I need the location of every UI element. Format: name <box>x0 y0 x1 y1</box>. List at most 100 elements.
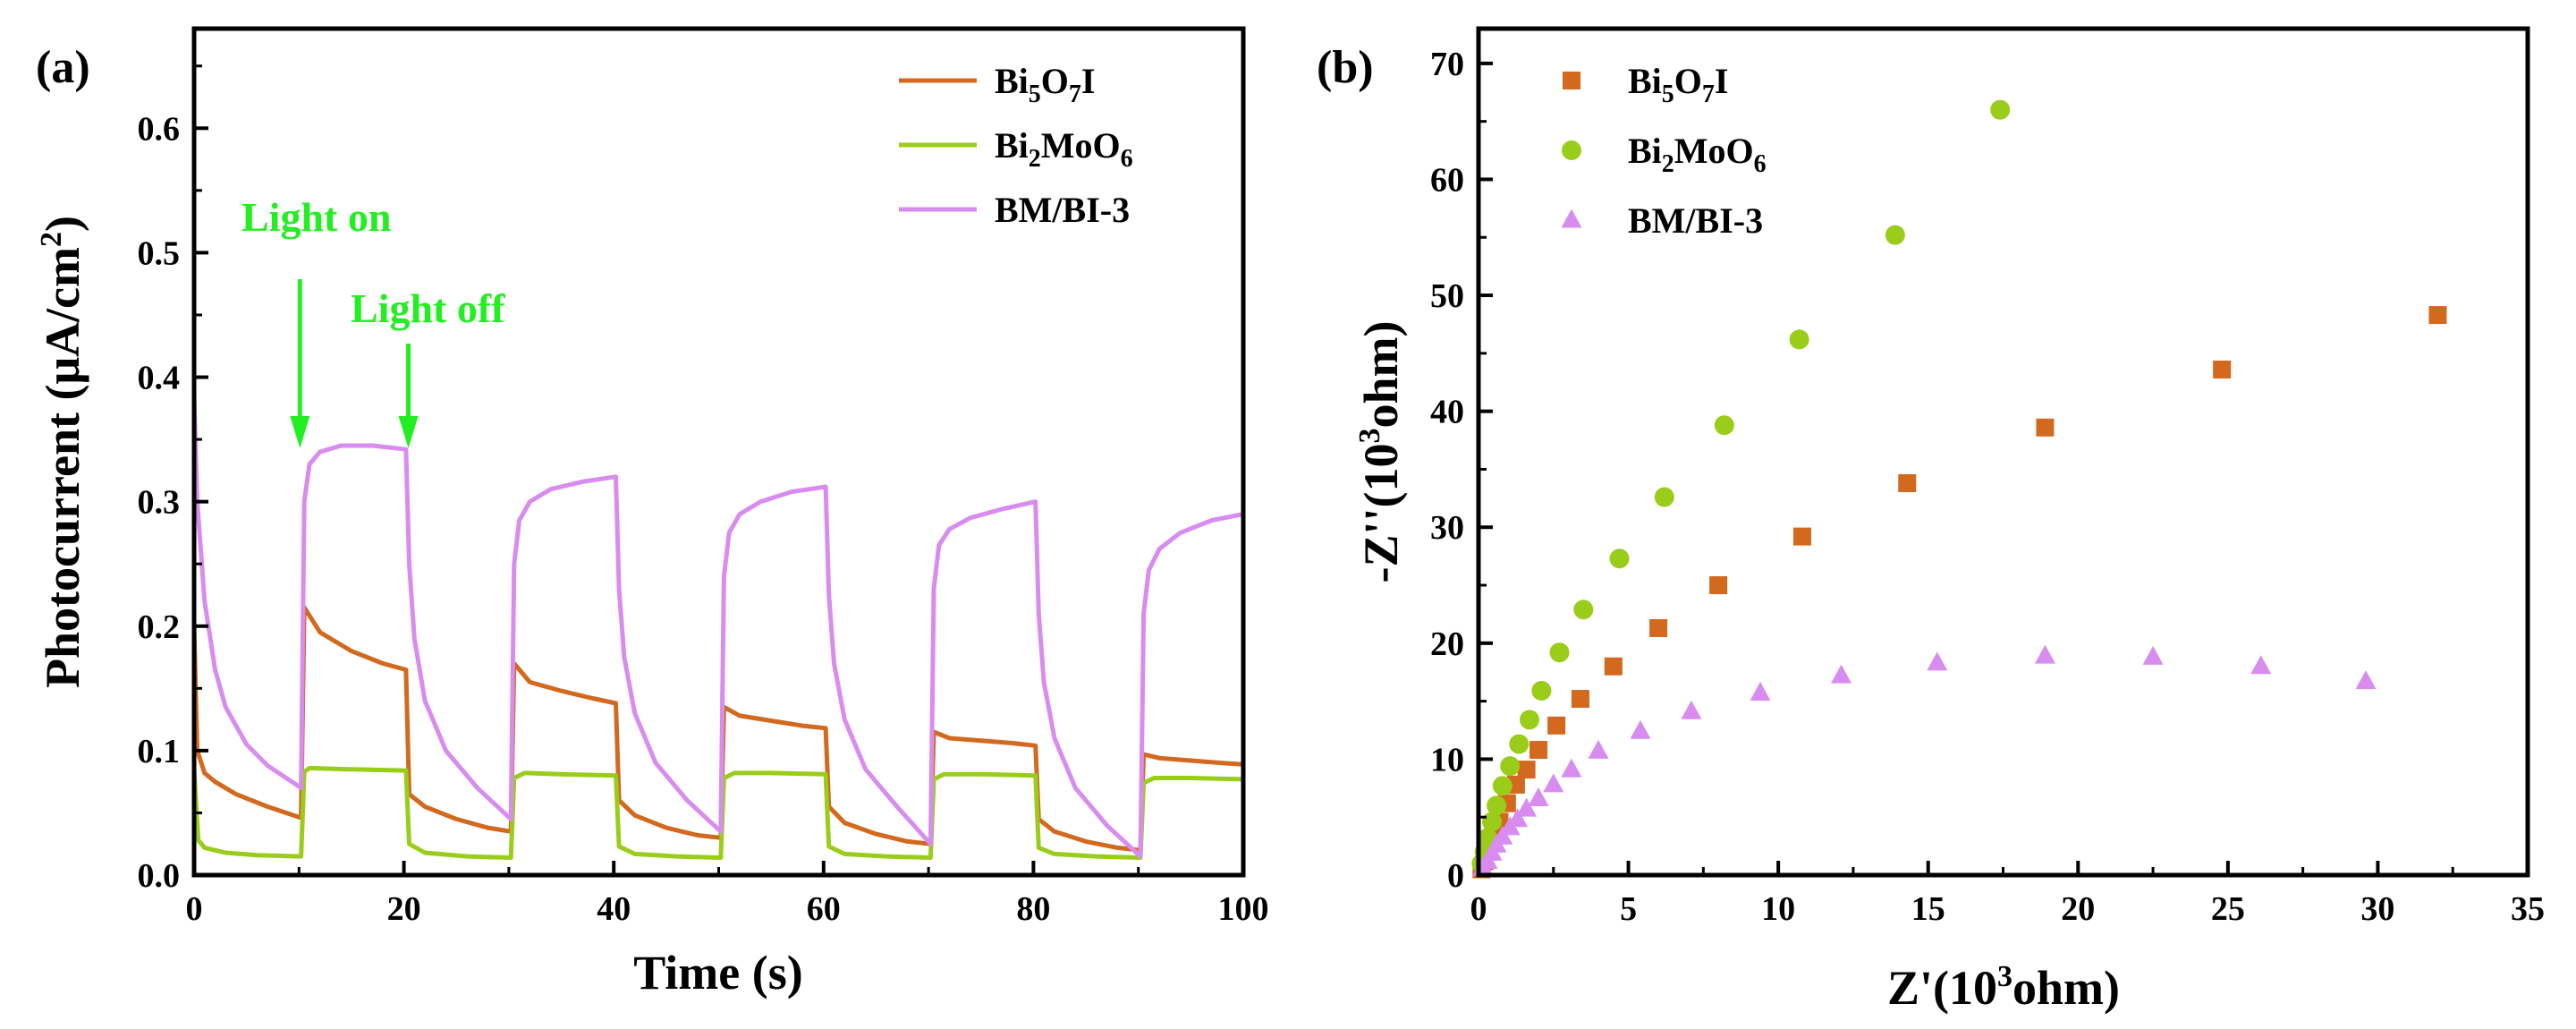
point-bm-bi-3 <box>1927 651 1948 671</box>
panel-b-series-markers <box>1471 99 2447 879</box>
panel-a-y-axis-title: Photocurrent (μA/cm2) <box>35 216 89 688</box>
point-bi5o7i <box>2213 360 2232 378</box>
point-bm-bi-3 <box>2355 670 2377 690</box>
panel-a-series-lines <box>191 395 1244 860</box>
panel-a-label: (a) <box>36 42 90 93</box>
legend-label-bi5o7i: Bi5O7I <box>995 61 1096 108</box>
point-bi5o7i <box>1709 576 1728 595</box>
point-bi2moo6 <box>1509 734 1530 754</box>
panel-a-y-tick-label: 0.0 <box>138 857 181 895</box>
panel-b-y-tick-label: 40 <box>1430 394 1464 431</box>
panel-a-x-tick-label: 20 <box>387 890 421 928</box>
point-bm-bi-3 <box>2142 645 2164 665</box>
point-bi5o7i <box>1604 657 1623 676</box>
point-bm-bi-3 <box>1516 797 1538 817</box>
point-bi5o7i <box>1898 473 1917 492</box>
panel-a-y-tick-label: 0.3 <box>138 484 181 522</box>
panel-b-y-tick-label: 0 <box>1447 857 1464 895</box>
panel-b-legend: Bi5O7I Bi2MoO6 BM/BI-3 <box>1561 61 1767 241</box>
point-bi2moo6 <box>1573 600 1594 620</box>
panel-b-y-axis-title-tail: ohm) <box>1354 321 1408 429</box>
panel-b-y-tick-label: 60 <box>1430 161 1464 199</box>
point-bm-bi-3 <box>1561 758 1582 778</box>
panel-b-y-axis-title-sup: 3 <box>1353 429 1386 444</box>
point-bi2moo6 <box>1609 549 1630 569</box>
point-bm-bi-3 <box>1588 739 1609 759</box>
light-on-annotation: Light on <box>242 194 391 240</box>
point-bi2moo6 <box>1789 329 1809 350</box>
legend-marker-bi5o7i <box>1563 72 1580 89</box>
point-bi2moo6 <box>1519 710 1539 730</box>
point-bi2moo6 <box>1714 415 1734 436</box>
point-bi5o7i <box>1649 618 1668 637</box>
point-bi2moo6 <box>1654 487 1674 507</box>
panel-b-x-tick-label: 5 <box>1620 890 1637 928</box>
panel-a-x-tick-label: 0 <box>186 890 203 928</box>
panel-b-ticks: 0 5 10 15 20 25 30 35 0 10 20 30 40 50 60 70 <box>1430 46 2545 928</box>
point-bi5o7i <box>2036 418 2055 437</box>
panel-a-y-axis-title-close: ) <box>36 216 89 232</box>
point-bi5o7i <box>1530 741 1548 760</box>
point-bm-bi-3 <box>2034 644 2055 664</box>
point-bi2moo6 <box>1990 99 2011 120</box>
panel-b-x-tick-label: 35 <box>2511 890 2545 928</box>
legend-label-bm-bi-3: BM/BI-3 <box>995 190 1130 230</box>
point-bm-bi-3 <box>1543 773 1564 793</box>
panel-a-x-axis-title: Time (s) <box>633 946 802 999</box>
point-bi2moo6 <box>1482 812 1503 832</box>
panel-a-ticks: 0 20 40 60 80 100 0.0 0.1 0.2 0.3 0.4 0.5 0.6 <box>138 64 1269 928</box>
panel-b-y-tick-label: 30 <box>1430 509 1464 547</box>
panel-b-x-axis-title-tail: ohm) <box>2012 961 2120 1015</box>
panel-b-x-tick-label: 15 <box>1911 890 1945 928</box>
legend-label-bi2moo6: Bi2MoO6 <box>995 125 1133 173</box>
panel-a-x-tick-label: 100 <box>1218 890 1269 928</box>
point-bm-bi-3 <box>1750 682 1771 702</box>
panel-b-y-axis-title: -Z''(103ohm) <box>1353 321 1408 583</box>
panel-a-y-tick-label: 0.5 <box>138 234 181 272</box>
point-bm-bi-3 <box>1681 700 1702 719</box>
point-bi5o7i <box>1792 527 1811 546</box>
panel-b-x-tick-label: 0 <box>1470 890 1487 928</box>
light-on-arrow-head <box>290 416 310 448</box>
panel-a-x-tick-label: 60 <box>807 890 841 928</box>
panel-b-x-axis-title: Z'(103ohm) <box>1887 960 2120 1015</box>
point-bi2moo6 <box>1531 680 1552 701</box>
point-bi2moo6 <box>1487 795 1507 816</box>
panel-a-y-tick-label: 0.6 <box>138 110 181 148</box>
point-bi5o7i <box>2428 306 2447 325</box>
panel-b-y-tick-label: 20 <box>1430 625 1464 663</box>
panel-b-y-tick-label: 70 <box>1430 46 1464 83</box>
panel-a-y-axis-title-main: Photocurrent (μA/cm <box>36 247 89 688</box>
point-bm-bi-3 <box>1831 664 1852 684</box>
point-bi5o7i <box>1571 690 1589 709</box>
point-bm-bi-3 <box>2250 655 2272 675</box>
panel-a-x-tick-label: 40 <box>597 890 631 928</box>
point-bm-bi-3 <box>1630 719 1651 739</box>
panel-b-y-tick-label: 50 <box>1430 277 1464 315</box>
point-bm-bi-3 <box>1528 787 1549 806</box>
series-line-bi5o7i <box>191 605 1244 853</box>
panel-b-label: (b) <box>1317 42 1374 93</box>
panel-a-y-tick-label: 0.1 <box>138 733 181 770</box>
point-bm-bi-3 <box>1507 808 1529 828</box>
point-bi2moo6 <box>1549 642 1570 663</box>
panel-b-x-axis-title-sup: 3 <box>1997 960 2012 993</box>
panel-b-y-tick-label: 10 <box>1430 741 1464 778</box>
panel-a-x-tick-label: 80 <box>1016 890 1050 928</box>
light-off-arrow-head <box>398 416 419 448</box>
panel-b-x-tick-label: 30 <box>2360 890 2394 928</box>
panel-b-x-tick-label: 10 <box>1761 890 1795 928</box>
legend-label-bm-bi-3: BM/BI-3 <box>1628 200 1763 241</box>
series-line-bi2moo6 <box>191 765 1244 860</box>
panel-b-y-axis-title-main: -Z''(10 <box>1354 444 1408 583</box>
legend-label-bi2moo6: Bi2MoO6 <box>1628 131 1767 178</box>
panel-a-y-tick-label: 0.2 <box>138 608 181 646</box>
panel-b-x-tick-label: 20 <box>2061 890 2095 928</box>
panel-b-x-tick-label: 25 <box>2211 890 2245 928</box>
panel-a-annotations: Light on Light off <box>242 194 505 448</box>
point-bi2moo6 <box>1492 776 1513 796</box>
panel-b-x-axis-title-main: Z'(10 <box>1887 961 1997 1015</box>
light-off-annotation: Light off <box>351 285 505 331</box>
legend-label-bi5o7i: Bi5O7I <box>1628 61 1729 108</box>
